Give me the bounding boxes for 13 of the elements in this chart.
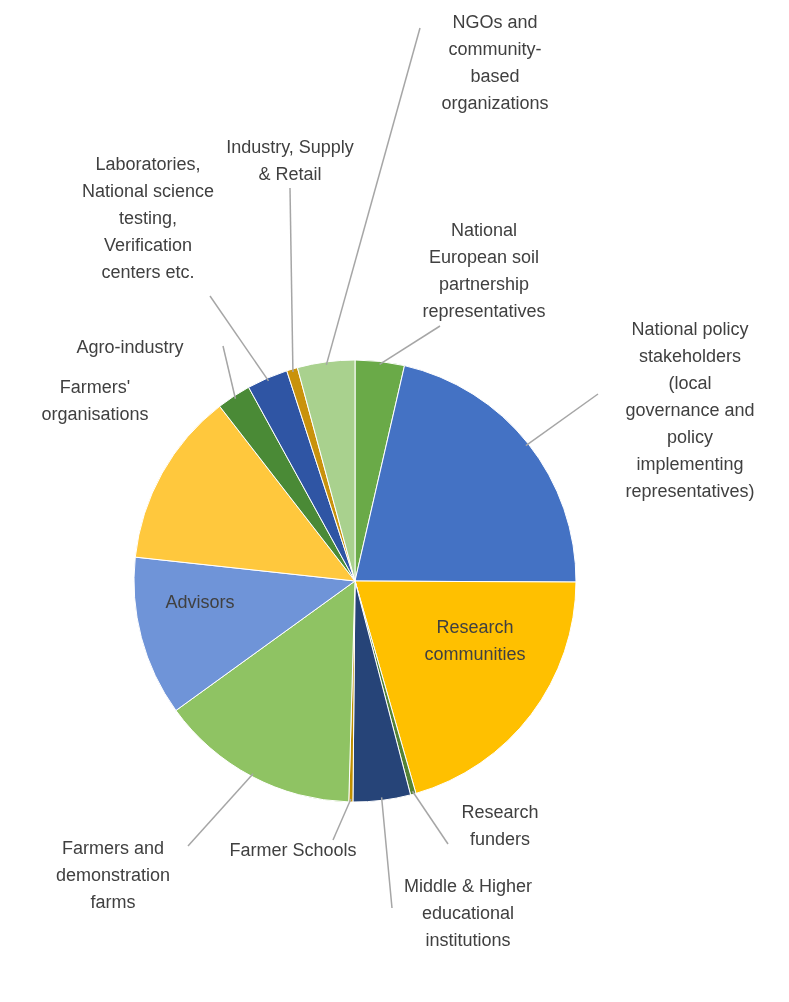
slice-label: Research communities [424,616,526,664]
slice-label: NGOs and community-based organizations [441,11,549,113]
slice-label: Laboratories, National science testing, Verification centers etc. [81,154,215,282]
slice-label: Research funders [461,801,539,849]
slice-label: National European soil partnership representatives [422,219,546,321]
slice-label: Agro-industry [76,337,184,357]
slice-label: Farmers' organisations [41,376,149,424]
slice-label: Farmers and demonstration farms [55,838,171,912]
slice-label: National policy stakeholders (local governance and policy implementing representatives) [625,319,755,501]
slice-label: Middle & Higher educational institutions [403,876,533,950]
slice-label: Industry, Supply & Retail [226,136,354,184]
slice-label: Farmer Schools [229,840,357,860]
slice-label: Advisors [165,592,235,612]
